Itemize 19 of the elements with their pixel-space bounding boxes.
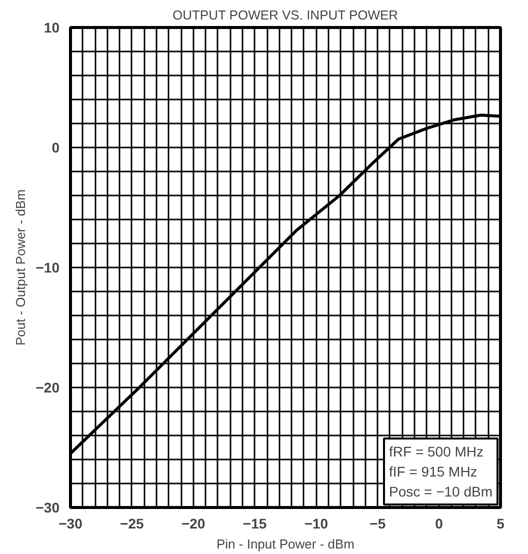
x-tick-label: −10: [304, 516, 328, 532]
chart-title: OUTPUT POWER VS. INPUT POWER: [172, 8, 398, 22]
x-tick-label: −25: [120, 516, 144, 532]
annotation: Posc = −10 dBm: [388, 484, 493, 500]
y-tick-label: −10: [36, 260, 60, 276]
x-tick-label: 5: [496, 516, 505, 532]
y-tick-label: 0: [52, 140, 60, 156]
x-tick-label: −5: [370, 516, 386, 532]
x-tick-label: 0: [435, 516, 444, 532]
annotation: fIF = 915 MHz: [388, 464, 478, 480]
x-tick-label: −15: [242, 516, 267, 532]
x-tick-label: −30: [58, 516, 83, 532]
x-axis-title: Pin - Input Power - dBm: [216, 536, 354, 552]
y-tick-label: −20: [36, 380, 60, 396]
y-tick-label: −30: [36, 500, 60, 516]
x-tick-label: −20: [181, 516, 206, 532]
y-axis-title: Pout - Output Power - dBm: [12, 189, 28, 346]
y-tick-label: 10: [44, 20, 60, 36]
annotation: fRF = 500 MHz: [388, 444, 484, 460]
